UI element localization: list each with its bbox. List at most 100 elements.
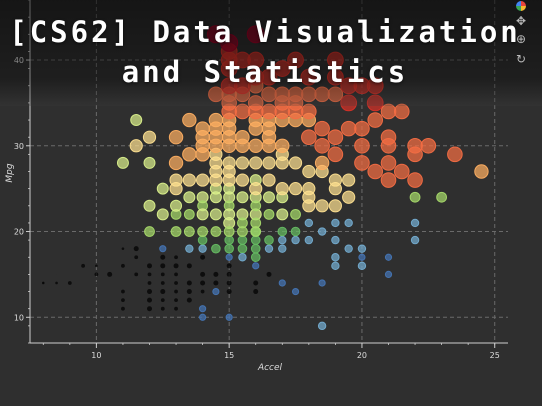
- bokeh-logo-icon[interactable]: [516, 1, 526, 11]
- data-point: [160, 289, 166, 295]
- data-point: [210, 226, 222, 237]
- data-point: [209, 191, 222, 204]
- data-point: [278, 244, 287, 253]
- y-tick-label-0: 10: [14, 313, 24, 322]
- data-point: [380, 103, 397, 120]
- data-point: [226, 280, 232, 286]
- data-point: [168, 155, 184, 171]
- data-point: [302, 199, 316, 213]
- data-point: [317, 227, 327, 236]
- data-point: [420, 137, 437, 154]
- data-point: [174, 272, 178, 277]
- data-point: [328, 199, 342, 213]
- data-point: [252, 262, 260, 270]
- data-point: [380, 172, 397, 188]
- data-point: [195, 121, 210, 136]
- data-point: [186, 297, 192, 303]
- data-point: [156, 208, 169, 221]
- data-point: [253, 289, 259, 295]
- data-point: [197, 226, 209, 237]
- data-point: [160, 272, 165, 277]
- data-point: [288, 156, 303, 170]
- data-point: [250, 243, 261, 254]
- data-point: [121, 263, 125, 268]
- title-line-1: [CS62] Data Visualization: [9, 15, 521, 49]
- data-point: [314, 137, 330, 154]
- data-point: [393, 103, 410, 120]
- zoom-icon[interactable]: ⊕: [515, 32, 527, 46]
- data-point: [366, 94, 384, 112]
- data-point: [264, 235, 274, 245]
- data-point: [168, 130, 184, 145]
- data-point: [354, 120, 370, 137]
- data-point: [169, 182, 183, 196]
- data-point: [121, 298, 125, 303]
- reset-icon[interactable]: ↻: [515, 52, 527, 66]
- data-point: [235, 156, 250, 170]
- data-point: [327, 146, 344, 163]
- data-point: [317, 321, 327, 331]
- data-point: [380, 155, 397, 171]
- data-point: [121, 289, 125, 294]
- data-point: [235, 130, 250, 145]
- data-point: [95, 264, 98, 268]
- data-point: [266, 271, 272, 277]
- data-point: [276, 208, 289, 221]
- data-point: [196, 208, 209, 221]
- data-point: [393, 163, 410, 180]
- data-point: [160, 254, 166, 260]
- data-point: [261, 103, 277, 120]
- data-point: [226, 289, 232, 295]
- data-point: [224, 243, 234, 254]
- pan-icon[interactable]: ✥: [515, 14, 527, 28]
- data-point: [315, 199, 329, 213]
- data-point: [248, 138, 263, 153]
- data-point: [302, 164, 316, 179]
- data-point: [199, 313, 207, 321]
- data-point: [129, 139, 143, 153]
- data-point: [354, 155, 370, 171]
- data-point: [200, 280, 206, 286]
- data-point: [407, 146, 423, 163]
- data-point: [358, 253, 366, 261]
- plot-toolbar: ✥ ⊕ ↻: [510, 0, 532, 75]
- data-point: [211, 243, 221, 254]
- data-point: [250, 226, 262, 237]
- data-point: [290, 208, 301, 220]
- data-point: [367, 163, 384, 180]
- y-tick-label-2: 30: [14, 142, 24, 151]
- data-point: [147, 297, 152, 303]
- data-point: [174, 306, 178, 311]
- data-point: [301, 129, 317, 145]
- data-point: [186, 263, 192, 269]
- data-point: [250, 252, 261, 263]
- data-point: [278, 279, 286, 287]
- data-point: [144, 226, 155, 237]
- data-point: [314, 120, 330, 137]
- x-axis-label: Accel: [257, 363, 283, 373]
- data-point: [94, 272, 99, 277]
- data-point: [121, 306, 125, 311]
- data-point: [328, 173, 342, 187]
- data-point: [208, 112, 224, 128]
- data-point: [196, 173, 210, 187]
- data-point: [198, 244, 207, 253]
- data-point: [223, 226, 235, 237]
- data-point: [174, 289, 178, 294]
- data-point: [262, 173, 276, 187]
- data-point: [121, 247, 125, 250]
- data-point: [200, 254, 206, 260]
- data-point: [380, 137, 397, 154]
- data-point: [209, 208, 222, 221]
- data-point: [133, 246, 139, 252]
- data-point: [160, 298, 165, 303]
- data-point: [357, 244, 367, 253]
- data-point: [234, 103, 251, 120]
- data-point: [142, 130, 157, 144]
- data-point: [474, 164, 489, 179]
- data-point: [174, 281, 178, 285]
- data-point: [318, 279, 326, 287]
- data-point: [160, 281, 165, 285]
- data-point: [262, 156, 276, 170]
- data-point: [147, 281, 152, 285]
